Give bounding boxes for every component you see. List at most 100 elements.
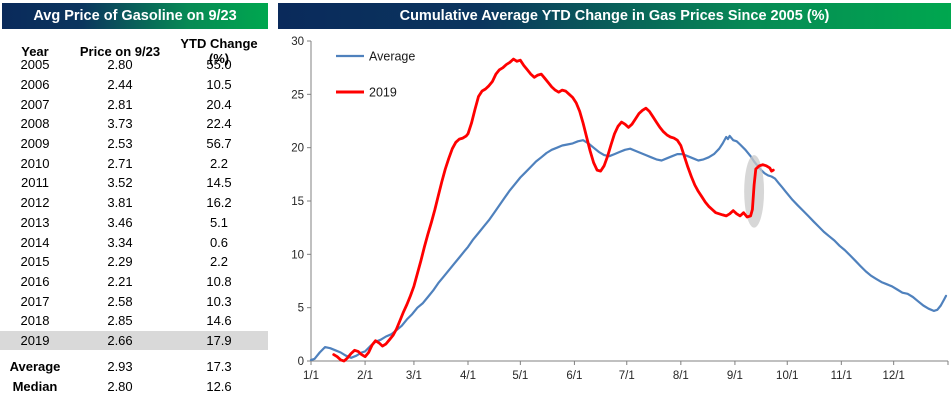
table-row-2017: 2017 2.58 10.3 <box>0 291 268 311</box>
x-tick-label: 1/1 <box>303 370 319 382</box>
x-tick-label: 2/1 <box>357 370 373 382</box>
table-cell: 2.71 <box>107 155 133 171</box>
table-cell: Median <box>12 378 58 394</box>
y-tick-label: 0 <box>298 356 304 368</box>
table-cell: 2017 <box>20 293 50 309</box>
summary-row-median: Median 2.80 12.6 <box>0 376 268 396</box>
table-cell: 2.29 <box>107 254 133 270</box>
table-cell: 2016 <box>20 273 50 289</box>
table-row-2019: 2019 2.66 17.9 <box>0 330 268 351</box>
table-cell: 5.1 <box>209 214 229 230</box>
y-tick-label: 20 <box>291 143 304 155</box>
x-tick-label: 3/1 <box>406 370 422 382</box>
table-cell: 14.5 <box>206 175 232 191</box>
table-cell: 2018 <box>20 313 50 329</box>
y-tick-label: 10 <box>291 249 304 261</box>
table-cell: 10.5 <box>206 77 232 93</box>
table-row-2012: 2012 3.81 16.2 <box>0 193 268 213</box>
table-row-2013: 2013 3.46 5.1 <box>0 213 268 233</box>
table-cell: 20.4 <box>206 96 232 112</box>
table-cell: 2.93 <box>107 358 133 374</box>
column-header-0: Year <box>21 43 49 59</box>
x-tick-label: 6/1 <box>566 370 582 382</box>
x-tick-label: 12/1 <box>882 370 904 382</box>
table-body: 2005 2.80 55.0 2006 2.44 10.5 2007 2.81 20.4 2008… <box>0 55 268 351</box>
table-cell: 2.44 <box>107 77 133 93</box>
table-cell: 2.21 <box>107 273 133 289</box>
table-row-2006: 2006 2.44 10.5 <box>0 75 268 95</box>
table-row-2010: 2010 2.71 2.2 <box>0 153 268 173</box>
table-row-2016: 2016 2.21 10.8 <box>0 272 268 292</box>
y-tick-label: 5 <box>298 303 304 315</box>
y-tick-label: 15 <box>291 196 304 208</box>
table-row-2005: 2005 2.80 55.0 <box>0 55 268 75</box>
column-header-1: Price on 9/23 <box>79 43 161 59</box>
table-cell: 2.66 <box>107 332 133 348</box>
table-title: Avg Price of Gasoline on 9/23 <box>33 8 237 24</box>
table-cell: 2009 <box>20 136 50 152</box>
table-cell: 2.53 <box>107 136 133 152</box>
table-summary: Average 2.93 17.3 Median 2.80 12.6 <box>0 356 268 396</box>
table-cell: 16.2 <box>206 195 232 211</box>
table-cell: 2012 <box>20 195 50 211</box>
legend-label-2019: 2019 <box>369 86 397 100</box>
table-header-row: Year Price on 9/23 YTD Change (%) <box>0 36 268 66</box>
ytd-line-chart: 0 5 10 15 20 25 30 1/1 2/1 3/1 4/1 5/1 6/1 7/1 8/1 9/1 1… <box>291 36 949 382</box>
table-cell: 3.81 <box>107 195 133 211</box>
table-cell: 2007 <box>20 96 50 112</box>
table-cell: 56.7 <box>206 136 232 152</box>
table-cell: 3.34 <box>107 234 133 250</box>
x-tick-label: 4/1 <box>460 370 476 382</box>
table-cell: 3.52 <box>107 175 133 191</box>
table-row-2018: 2018 2.85 14.6 <box>0 311 268 331</box>
x-tick-label: 7/1 <box>619 370 635 382</box>
table-cell: 2.85 <box>107 313 133 329</box>
chart-area: 0 5 10 15 20 25 30 1/1 2/1 3/1 4/1 5/1 6/1 7/1 8/1 9/1 1… <box>278 29 952 406</box>
table-cell: Average <box>9 358 61 374</box>
table-cell: 2005 <box>20 57 50 73</box>
chart-title: Cumulative Average YTD Change in Gas Pri… <box>399 8 830 24</box>
table-cell: 2.2 <box>209 254 229 270</box>
table-cell: 2008 <box>20 116 50 132</box>
table-cell: 2.80 <box>107 57 133 73</box>
table-cell: 2.81 <box>107 96 133 112</box>
table-cell: 22.4 <box>206 116 232 132</box>
series-2019-line <box>332 57 775 363</box>
gas-price-table: Year Price on 9/23 YTD Change (%) 2005 2.80… <box>0 36 268 396</box>
table-cell: 0.6 <box>209 234 229 250</box>
table-row-2008: 2008 3.73 22.4 <box>0 114 268 134</box>
column-header-2: YTD Change (%) <box>180 36 258 66</box>
table-cell: 2015 <box>20 254 50 270</box>
table-cell: 2010 <box>20 155 50 171</box>
table-cell: 2013 <box>20 214 50 230</box>
table-cell: 3.46 <box>107 214 133 230</box>
table-cell: 2006 <box>20 77 50 93</box>
table-title-bar: Avg Price of Gasoline on 9/23 <box>2 3 268 29</box>
table-cell: 2019 <box>20 332 50 348</box>
summary-row-average: Average 2.93 17.3 <box>0 356 268 376</box>
table-cell: 10.8 <box>206 273 232 289</box>
x-tick-label: 10/1 <box>776 370 798 382</box>
legend-label-average: Average <box>369 50 415 64</box>
table-cell: 2.80 <box>107 378 133 394</box>
table-row-2011: 2011 3.52 14.5 <box>0 173 268 193</box>
chart-title-bar: Cumulative Average YTD Change in Gas Pri… <box>278 3 951 29</box>
average-line-series <box>309 134 948 361</box>
table-cell: 14.6 <box>206 313 232 329</box>
table-cell: 3.73 <box>107 116 133 132</box>
table-cell: 17.3 <box>206 358 232 374</box>
y-tick-label: 30 <box>291 36 304 48</box>
table-cell: 55.0 <box>206 57 232 73</box>
table-row-2014: 2014 3.34 0.6 <box>0 232 268 252</box>
table-cell: 12.6 <box>206 378 232 394</box>
x-tick-label: 5/1 <box>512 370 528 382</box>
y-tick-label: 25 <box>291 89 304 101</box>
x-tick-label: 8/1 <box>673 370 689 382</box>
x-tick-label: 9/1 <box>727 370 743 382</box>
table-cell: 2.58 <box>107 293 133 309</box>
table-cell: 2011 <box>21 175 49 191</box>
table-cell: 17.9 <box>206 332 232 348</box>
x-tick-label: 11/1 <box>831 370 853 382</box>
table-row-2007: 2007 2.81 20.4 <box>0 94 268 114</box>
